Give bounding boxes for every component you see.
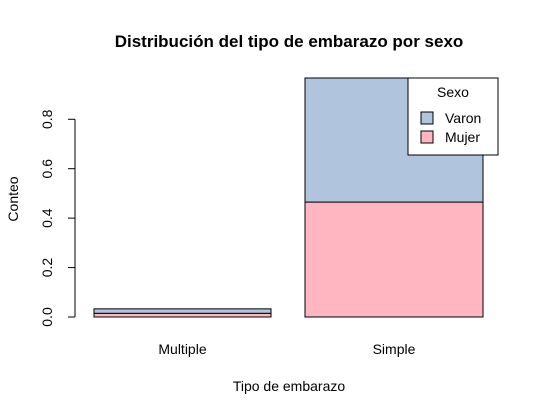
y-tick-label: 0.4 — [39, 208, 55, 228]
x-axis-label: Tipo de embarazo — [233, 378, 346, 394]
chart-title: Distribución del tipo de embarazo por se… — [115, 32, 464, 51]
bar-simple-mujer — [304, 201, 484, 318]
x-tick-label-simple: Simple — [373, 341, 416, 357]
y-axis-label: Conteo — [5, 176, 21, 221]
legend-label-varon: Varon — [445, 110, 481, 126]
legend-title: Sexo — [437, 84, 469, 100]
legend-swatch-mujer — [420, 130, 434, 144]
bar-multiple-varon — [93, 308, 272, 314]
x-tick-labels: Multiple Simple — [158, 341, 415, 357]
y-tick-label: 0.8 — [39, 109, 55, 129]
x-tick-label-multiple: Multiple — [158, 341, 206, 357]
y-tick-label: 0.0 — [39, 307, 55, 327]
legend-label-mujer: Mujer — [445, 129, 480, 145]
y-axis: 0.0 0.2 0.4 0.6 0.8 — [39, 109, 76, 327]
legend-swatch-varon — [420, 111, 434, 125]
y-tick-label: 0.6 — [39, 159, 55, 179]
legend: Sexo Varon Mujer — [407, 77, 499, 156]
y-tick-label: 0.2 — [39, 258, 55, 278]
bar-multiple-mujer — [93, 312, 272, 318]
